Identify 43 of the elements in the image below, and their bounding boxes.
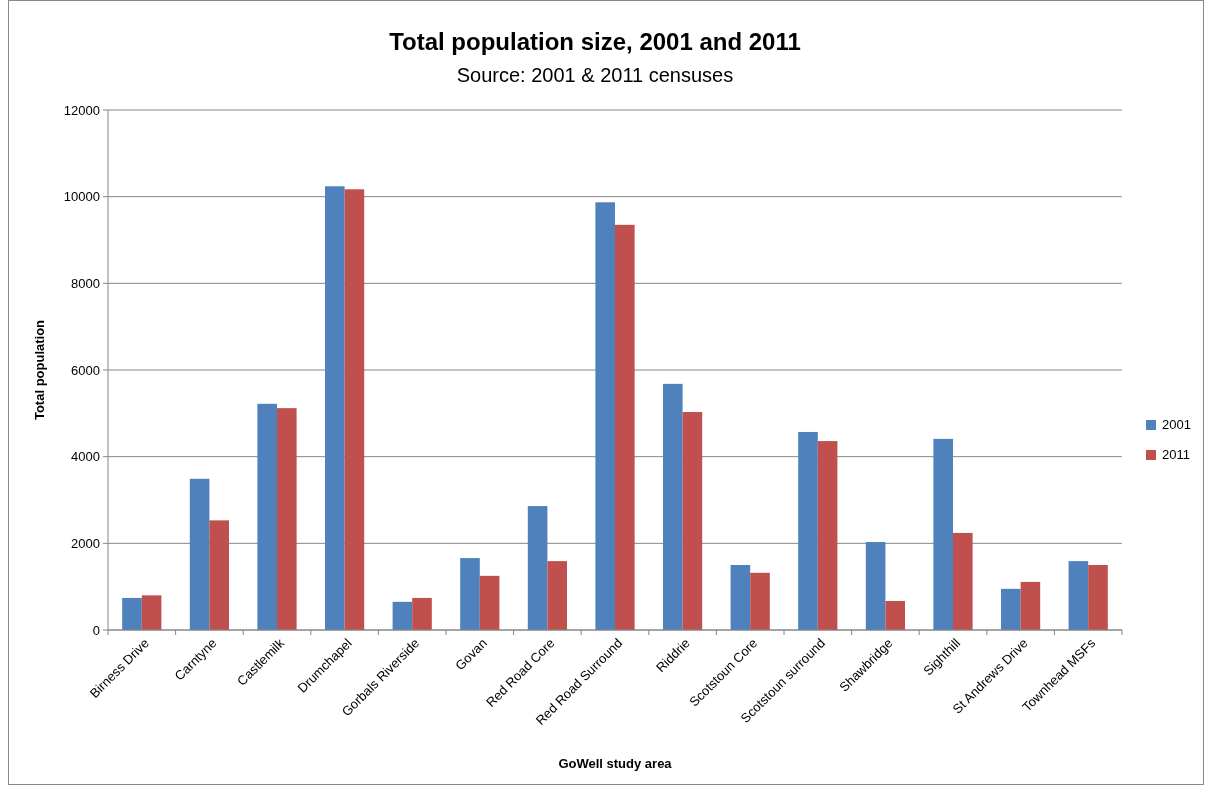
- chart-subtitle: Source: 2001 & 2011 censuses: [456, 64, 734, 86]
- legend-label: 2001: [1162, 417, 1191, 432]
- bar: [682, 412, 703, 630]
- y-tick-label: 6000: [71, 362, 100, 378]
- y-tick-label: 2000: [71, 535, 100, 551]
- y-tick-label: 4000: [71, 449, 100, 465]
- y-tick-label: 10000: [63, 189, 100, 205]
- bar: [730, 565, 751, 630]
- bar: [798, 431, 818, 630]
- y-tick-label: 8000: [71, 275, 100, 291]
- bar: [460, 558, 480, 630]
- bar: [933, 438, 953, 630]
- bar: [1068, 561, 1089, 630]
- bar: [141, 595, 162, 630]
- bar: [1088, 565, 1108, 630]
- bar: [122, 597, 142, 630]
- y-axis-title: Total population: [32, 319, 47, 421]
- bar: [257, 403, 277, 630]
- y-tick-label: 12000: [63, 102, 100, 118]
- bar: [392, 601, 413, 630]
- bar: [479, 575, 500, 630]
- bar: [615, 224, 635, 630]
- bar: [817, 441, 838, 630]
- bar: [750, 572, 770, 630]
- bar: [209, 520, 229, 630]
- bar: [885, 600, 905, 630]
- bar: [277, 408, 297, 630]
- bar: [1020, 581, 1041, 630]
- chart-title: Total population size, 2001 and 2011: [389, 28, 801, 55]
- bar: [595, 202, 615, 630]
- bar: [412, 597, 432, 630]
- legend-label: 2011: [1162, 447, 1190, 462]
- x-axis-title: GoWell study area: [558, 756, 673, 771]
- bar: [1001, 588, 1021, 630]
- bar: [325, 186, 345, 630]
- bar: [663, 383, 683, 630]
- y-tick-label: 0: [92, 622, 100, 638]
- bar: [953, 532, 973, 630]
- bar: [527, 506, 548, 630]
- bar: [547, 561, 567, 630]
- bar: [344, 189, 365, 630]
- bar: [189, 478, 210, 630]
- bar: [865, 542, 886, 630]
